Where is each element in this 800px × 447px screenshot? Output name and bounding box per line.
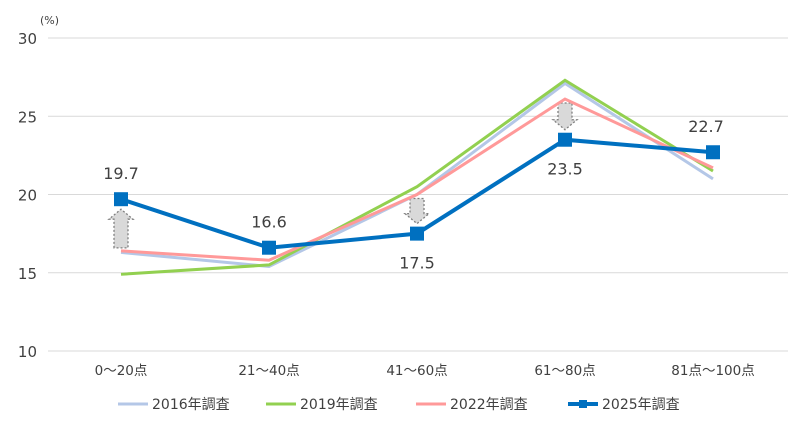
y-tick-label: 30 [18,30,37,48]
data-label: 17.5 [399,254,435,273]
x-tick-label: 41～60点 [386,363,447,379]
legend: 2016年調査 2019年調査 2022年調査 2025年調査 [118,397,680,413]
data-point-marker [114,192,128,207]
series-line-2022年調査 [120,97,714,262]
data-label: 22.7 [688,117,724,136]
legend-label: 2016年調査 [152,397,230,413]
data-point-marker [410,226,424,241]
y-tick-label: 20 [18,187,37,205]
x-tick-label: 81点～100点 [671,363,754,379]
change-arrow-down-icon [403,197,431,225]
change-arrow-up-icon [107,208,135,249]
series-line-2019年調査 [120,78,714,276]
legend-label: 2025年調査 [602,397,680,413]
legend-label: 2022年調査 [450,397,528,413]
x-tick-label: 21～40点 [238,363,299,379]
data-label: 19.7 [103,164,139,183]
x-tick-label: 61～80点 [534,363,595,379]
x-tick-label: 0～20点 [95,363,148,379]
data-point-marker [262,240,276,255]
y-tick-label: 15 [18,265,37,283]
y-tick-label: 25 [18,108,37,126]
legend-marker [579,400,587,408]
data-label: 23.5 [547,160,583,179]
data-point-marker [706,145,720,160]
y-axis-unit: (%) [40,14,59,27]
data-label: 16.6 [251,213,287,232]
y-tick-label: 10 [18,343,37,361]
data-point-marker [558,132,572,147]
change-arrow-down-icon [551,102,579,131]
legend-label: 2019年調査 [300,397,378,413]
